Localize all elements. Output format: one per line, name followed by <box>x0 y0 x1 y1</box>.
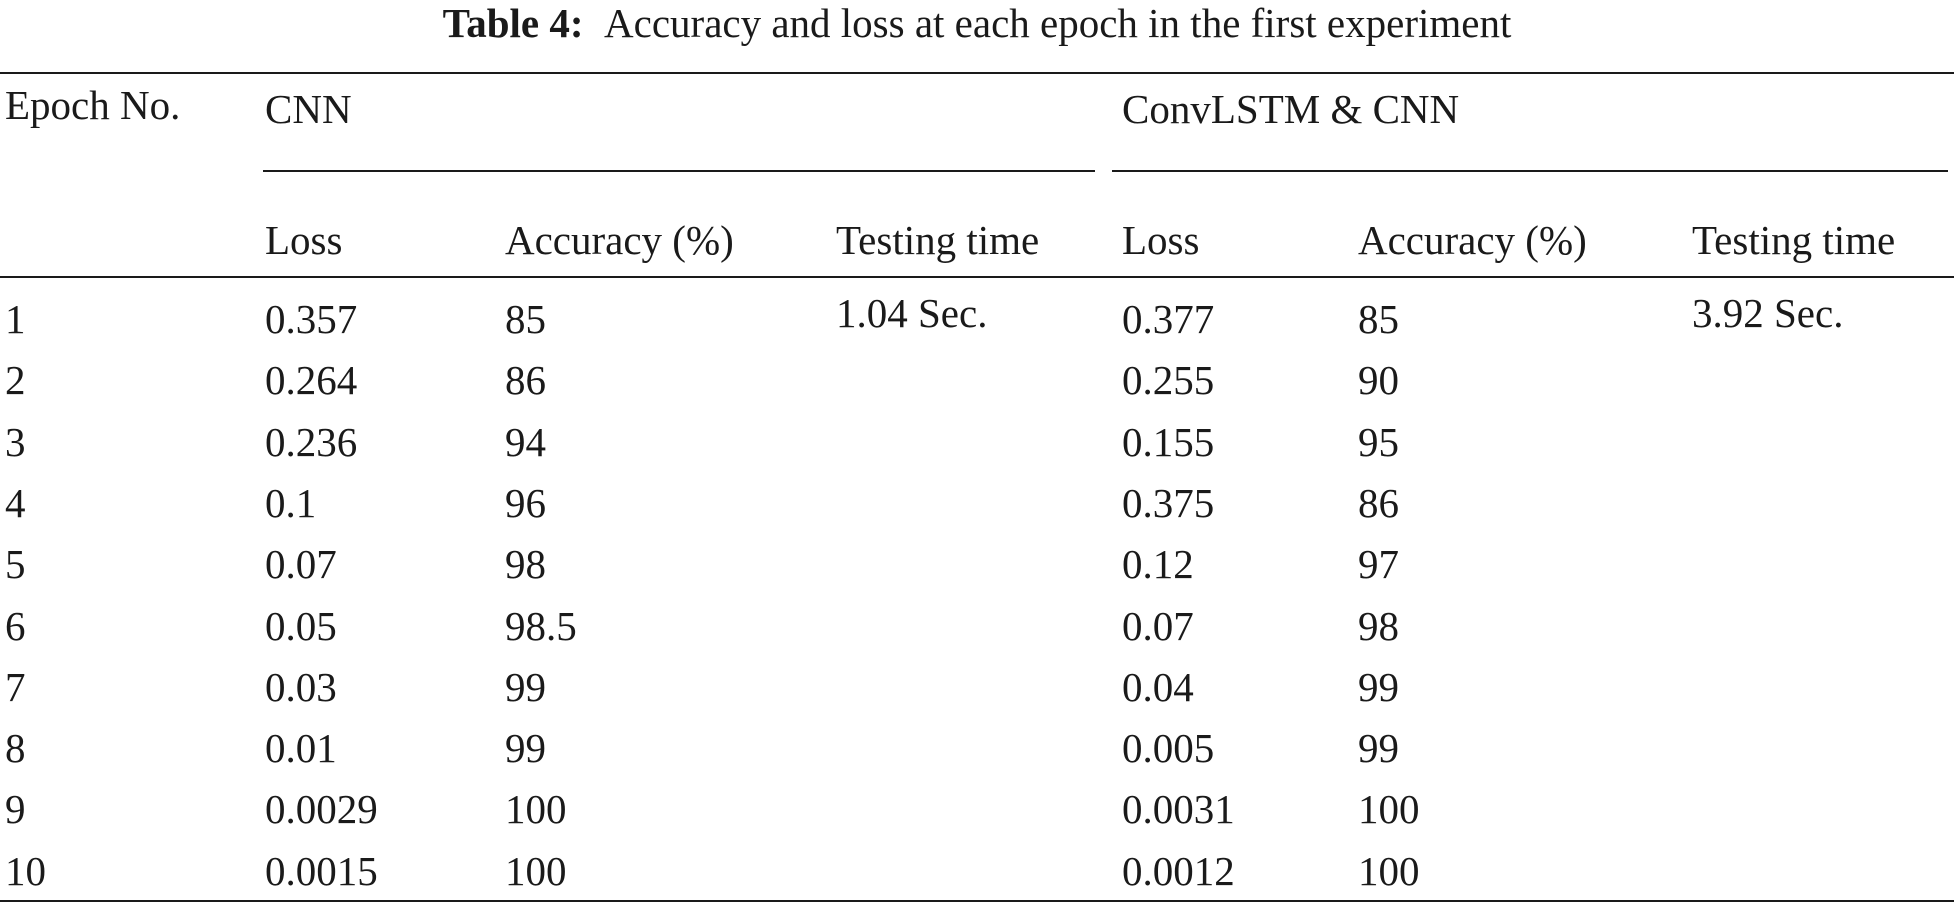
cnn-accuracy-cell: 98 <box>505 541 546 588</box>
cnn-loss-cell: 0.05 <box>265 602 337 649</box>
convlstm-loss-cell: 0.005 <box>1122 725 1215 772</box>
cnn-loss-cell: 0.01 <box>265 725 337 772</box>
convlstm-accuracy-cell: 100 <box>1358 786 1420 833</box>
cnn-loss-header: Loss <box>265 217 343 263</box>
convlstm-loss-cell: 0.0012 <box>1122 847 1235 894</box>
epoch-cell: 6 <box>5 602 26 649</box>
cnn-accuracy-cell: 100 <box>505 786 567 833</box>
cnn-accuracy-cell: 85 <box>505 296 546 342</box>
epoch-cell: 7 <box>5 663 26 710</box>
convlstm-group-rule <box>1112 170 1948 172</box>
epoch-header: Epoch No. <box>5 82 181 128</box>
epoch-cell: 4 <box>5 479 26 526</box>
convlstm-accuracy-cell: 86 <box>1358 479 1399 526</box>
convlstm-testing-time-value: 3.92 Sec. <box>1692 290 1844 336</box>
cnn-group-header: CNN <box>265 86 352 132</box>
epoch-cell: 1 <box>5 296 26 342</box>
cnn-loss-cell: 0.1 <box>265 479 317 526</box>
convlstm-loss-cell: 0.377 <box>1122 296 1215 342</box>
convlstm-loss-header: Loss <box>1122 217 1200 263</box>
cnn-testing-time-value: 1.04 Sec. <box>836 290 988 336</box>
epoch-cell: 10 <box>5 847 46 894</box>
top-rule <box>0 72 1954 74</box>
cnn-accuracy-cell: 98.5 <box>505 602 577 649</box>
table-caption: Table 4: Accuracy and loss at each epoch… <box>0 0 1954 56</box>
cnn-accuracy-cell: 99 <box>505 725 546 772</box>
cnn-loss-cell: 0.236 <box>265 418 358 465</box>
caption-label: Table 4: <box>442 0 584 46</box>
cnn-accuracy-cell: 96 <box>505 479 546 526</box>
convlstm-loss-cell: 0.12 <box>1122 541 1194 588</box>
cnn-accuracy-header: Accuracy (%) <box>505 217 734 263</box>
convlstm-testing-time-header: Testing time <box>1692 217 1896 263</box>
convlstm-loss-cell: 0.255 <box>1122 357 1215 404</box>
convlstm-loss-cell: 0.04 <box>1122 663 1194 710</box>
cnn-testing-time-header: Testing time <box>836 217 1040 263</box>
cnn-loss-cell: 0.07 <box>265 541 337 588</box>
caption-text: Accuracy and loss at each epoch in the f… <box>604 0 1512 46</box>
convlstm-group-header: ConvLSTM & CNN <box>1122 86 1460 132</box>
cnn-accuracy-cell: 94 <box>505 418 546 465</box>
convlstm-loss-cell: 0.0031 <box>1122 786 1235 833</box>
convlstm-loss-cell: 0.375 <box>1122 479 1215 526</box>
bottom-rule <box>0 900 1954 902</box>
convlstm-accuracy-cell: 100 <box>1358 847 1420 894</box>
convlstm-loss-cell: 0.07 <box>1122 602 1194 649</box>
convlstm-accuracy-header: Accuracy (%) <box>1358 217 1587 263</box>
cnn-loss-cell: 0.357 <box>265 296 358 342</box>
cnn-loss-cell: 0.0029 <box>265 786 378 833</box>
convlstm-accuracy-cell: 97 <box>1358 541 1399 588</box>
cnn-loss-cell: 0.0015 <box>265 847 378 894</box>
convlstm-accuracy-cell: 90 <box>1358 357 1399 404</box>
epoch-cell: 2 <box>5 357 26 404</box>
convlstm-loss-cell: 0.155 <box>1122 418 1215 465</box>
epoch-cell: 3 <box>5 418 26 465</box>
convlstm-accuracy-cell: 99 <box>1358 663 1399 710</box>
cnn-group-rule <box>263 170 1095 172</box>
convlstm-accuracy-cell: 99 <box>1358 725 1399 772</box>
convlstm-accuracy-cell: 95 <box>1358 418 1399 465</box>
convlstm-accuracy-cell: 98 <box>1358 602 1399 649</box>
epoch-cell: 9 <box>5 786 26 833</box>
header-bottom-rule <box>0 276 1954 278</box>
convlstm-accuracy-cell: 85 <box>1358 296 1399 342</box>
epoch-cell: 8 <box>5 725 26 772</box>
epoch-cell: 5 <box>5 541 26 588</box>
cnn-accuracy-cell: 86 <box>505 357 546 404</box>
cnn-accuracy-cell: 99 <box>505 663 546 710</box>
cnn-accuracy-cell: 100 <box>505 847 567 894</box>
cnn-loss-cell: 0.03 <box>265 663 337 710</box>
cnn-loss-cell: 0.264 <box>265 357 358 404</box>
